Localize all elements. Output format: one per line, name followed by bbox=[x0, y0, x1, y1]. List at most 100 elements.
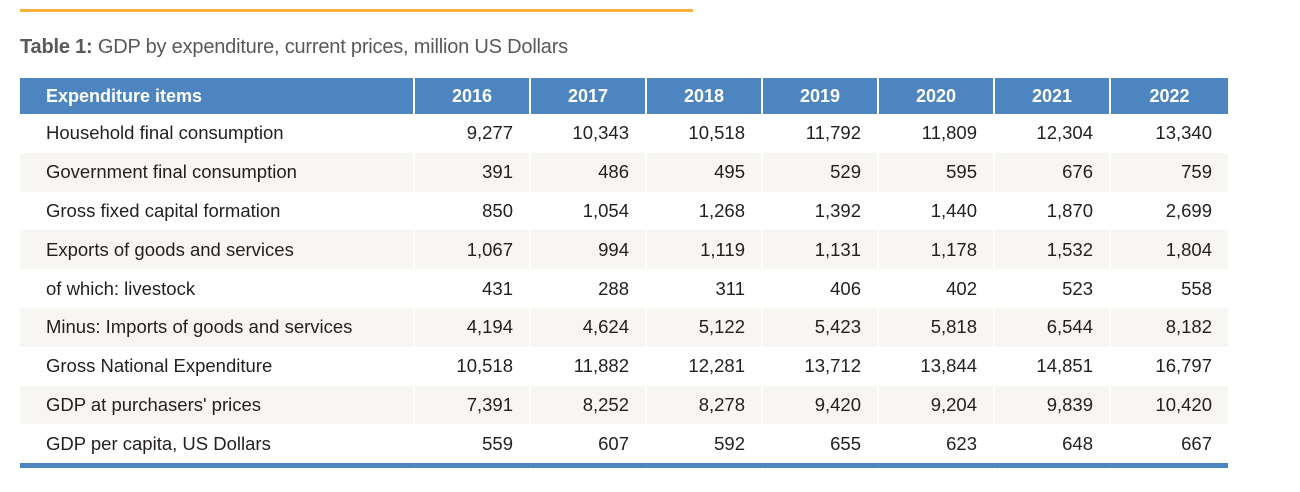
value-cell: 13,712 bbox=[761, 346, 878, 386]
value-cell: 8,252 bbox=[529, 385, 646, 425]
header-cell-year: 2021 bbox=[993, 78, 1110, 114]
table-bottom-rule bbox=[20, 463, 1228, 469]
value-cell: 10,518 bbox=[645, 114, 762, 153]
header-cell-year: 2019 bbox=[761, 78, 878, 114]
value-cell: 1,440 bbox=[877, 191, 994, 231]
header-cell-item: Expenditure items bbox=[20, 78, 414, 114]
value-cell: 1,392 bbox=[761, 191, 878, 231]
value-cell: 9,204 bbox=[877, 385, 994, 425]
value-cell: 11,809 bbox=[877, 114, 994, 153]
table-caption: Table 1: GDP by expenditure, current pri… bbox=[20, 36, 568, 59]
bottom-rule-cell bbox=[645, 463, 762, 469]
value-cell: 16,797 bbox=[1109, 346, 1228, 386]
value-cell: 486 bbox=[529, 152, 646, 192]
value-cell: 14,851 bbox=[993, 346, 1110, 386]
row-label: Household final consumption bbox=[20, 114, 414, 153]
header-cell-year: 2018 bbox=[645, 78, 762, 114]
value-cell: 1,268 bbox=[645, 191, 762, 231]
gdp-expenditure-table: Expenditure items 2016 2017 2018 2019 20… bbox=[20, 78, 1228, 469]
value-cell: 1,178 bbox=[877, 230, 994, 270]
value-cell: 495 bbox=[645, 152, 762, 192]
value-cell: 1,119 bbox=[645, 230, 762, 270]
value-cell: 667 bbox=[1109, 424, 1228, 464]
value-cell: 11,882 bbox=[529, 346, 646, 386]
value-cell: 1,870 bbox=[993, 191, 1110, 231]
value-cell: 13,340 bbox=[1109, 114, 1228, 153]
value-cell: 7,391 bbox=[413, 385, 530, 425]
value-cell: 391 bbox=[413, 152, 530, 192]
row-label: Minus: Imports of goods and services bbox=[20, 307, 414, 347]
value-cell: 759 bbox=[1109, 152, 1228, 192]
bottom-rule-cell bbox=[20, 463, 414, 469]
value-cell: 5,122 bbox=[645, 307, 762, 347]
value-cell: 5,423 bbox=[761, 307, 878, 347]
header-cell-year: 2016 bbox=[413, 78, 530, 114]
bottom-rule-cell bbox=[877, 463, 994, 469]
value-cell: 431 bbox=[413, 269, 530, 308]
value-cell: 850 bbox=[413, 191, 530, 231]
value-cell: 558 bbox=[1109, 269, 1228, 308]
value-cell: 406 bbox=[761, 269, 878, 308]
value-cell: 607 bbox=[529, 424, 646, 464]
table-row: Minus: Imports of goods and services 4,19… bbox=[20, 307, 1228, 347]
table-row: Gross fixed capital formation 850 1,054 1,2… bbox=[20, 191, 1228, 231]
value-cell: 9,839 bbox=[993, 385, 1110, 425]
caption-label: Table 1: bbox=[20, 36, 93, 58]
table-row: Household final consumption 9,277 10,343 10… bbox=[20, 114, 1228, 153]
value-cell: 4,194 bbox=[413, 307, 530, 347]
value-cell: 2,699 bbox=[1109, 191, 1228, 231]
value-cell: 402 bbox=[877, 269, 994, 308]
table-row: Exports of goods and services 1,067 994 1,1… bbox=[20, 230, 1228, 270]
value-cell: 10,518 bbox=[413, 346, 530, 386]
value-cell: 10,343 bbox=[529, 114, 646, 153]
table-row: GDP per capita, US Dollars 559 607 592 655 62… bbox=[20, 424, 1228, 464]
row-label: GDP at purchasers' prices bbox=[20, 385, 414, 425]
bottom-rule-cell bbox=[1109, 463, 1228, 469]
value-cell: 623 bbox=[877, 424, 994, 464]
bottom-rule-cell bbox=[761, 463, 878, 469]
value-cell: 1,067 bbox=[413, 230, 530, 270]
value-cell: 994 bbox=[529, 230, 646, 270]
table-body: Household final consumption 9,277 10,343 10… bbox=[20, 114, 1228, 464]
bottom-rule-cell bbox=[413, 463, 530, 469]
table-row: of which: livestock 431 288 311 406 402 523 558 bbox=[20, 269, 1228, 308]
bottom-rule-cell bbox=[529, 463, 646, 469]
row-label: GDP per capita, US Dollars bbox=[20, 424, 414, 464]
value-cell: 529 bbox=[761, 152, 878, 192]
value-cell: 595 bbox=[877, 152, 994, 192]
row-label: Gross National Expenditure bbox=[20, 346, 414, 386]
value-cell: 11,792 bbox=[761, 114, 878, 153]
value-cell: 288 bbox=[529, 269, 646, 308]
value-cell: 8,182 bbox=[1109, 307, 1228, 347]
table-row: GDP at purchasers' prices 7,391 8,252 8,278… bbox=[20, 385, 1228, 425]
value-cell: 592 bbox=[645, 424, 762, 464]
table-row: Government final consumption 391 486 495 529… bbox=[20, 152, 1228, 192]
value-cell: 1,131 bbox=[761, 230, 878, 270]
header-row: Expenditure items 2016 2017 2018 2019 20… bbox=[20, 78, 1228, 114]
header-cell-year: 2017 bbox=[529, 78, 646, 114]
value-cell: 12,281 bbox=[645, 346, 762, 386]
table-row: Gross National Expenditure 10,518 11,882 12… bbox=[20, 346, 1228, 386]
row-label: Government final consumption bbox=[20, 152, 414, 192]
value-cell: 9,277 bbox=[413, 114, 530, 153]
value-cell: 13,844 bbox=[877, 346, 994, 386]
value-cell: 1,054 bbox=[529, 191, 646, 231]
row-label: of which: livestock bbox=[20, 269, 414, 308]
row-label: Gross fixed capital formation bbox=[20, 191, 414, 231]
value-cell: 6,544 bbox=[993, 307, 1110, 347]
header-cell-year: 2022 bbox=[1109, 78, 1228, 114]
value-cell: 559 bbox=[413, 424, 530, 464]
value-cell: 10,420 bbox=[1109, 385, 1228, 425]
bottom-rule-cell bbox=[993, 463, 1110, 469]
row-label: Exports of goods and services bbox=[20, 230, 414, 270]
value-cell: 1,804 bbox=[1109, 230, 1228, 270]
header-cell-year: 2020 bbox=[877, 78, 994, 114]
caption-text: GDP by expenditure, current prices, mill… bbox=[92, 36, 568, 58]
value-cell: 9,420 bbox=[761, 385, 878, 425]
value-cell: 4,624 bbox=[529, 307, 646, 347]
value-cell: 648 bbox=[993, 424, 1110, 464]
value-cell: 5,818 bbox=[877, 307, 994, 347]
accent-rule bbox=[20, 9, 693, 12]
value-cell: 8,278 bbox=[645, 385, 762, 425]
value-cell: 12,304 bbox=[993, 114, 1110, 153]
